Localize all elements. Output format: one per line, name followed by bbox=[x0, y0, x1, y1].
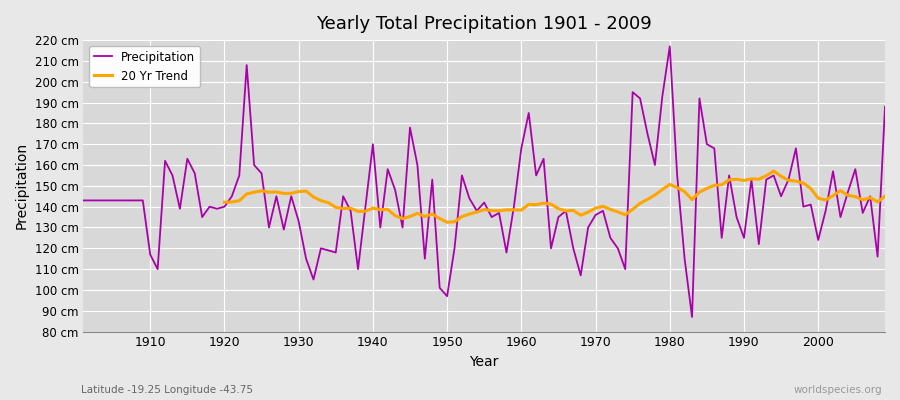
Precipitation bbox=[301, 256, 311, 261]
20 Yr Trend bbox=[687, 197, 698, 202]
Title: Yearly Total Precipitation 1901 - 2009: Yearly Total Precipitation 1901 - 2009 bbox=[316, 15, 652, 33]
Text: worldspecies.org: worldspecies.org bbox=[794, 385, 882, 395]
Text: Latitude -19.25 Longitude -43.75: Latitude -19.25 Longitude -43.75 bbox=[81, 385, 253, 395]
Line: 20 Yr Trend: 20 Yr Trend bbox=[224, 171, 885, 222]
20 Yr Trend bbox=[419, 214, 430, 219]
Precipitation bbox=[605, 236, 616, 240]
X-axis label: Year: Year bbox=[470, 355, 499, 369]
Legend: Precipitation, 20 Yr Trend: Precipitation, 20 Yr Trend bbox=[89, 46, 200, 87]
Y-axis label: Precipitation: Precipitation bbox=[15, 142, 29, 230]
Precipitation bbox=[516, 146, 526, 151]
20 Yr Trend bbox=[769, 169, 779, 174]
20 Yr Trend bbox=[783, 178, 794, 183]
Precipitation bbox=[78, 198, 89, 203]
Line: Precipitation: Precipitation bbox=[84, 46, 885, 317]
Precipitation bbox=[138, 198, 148, 203]
Precipitation bbox=[346, 208, 356, 213]
20 Yr Trend bbox=[865, 195, 876, 200]
Precipitation bbox=[687, 315, 698, 320]
20 Yr Trend bbox=[308, 194, 319, 199]
20 Yr Trend bbox=[442, 220, 453, 225]
Precipitation bbox=[664, 44, 675, 49]
20 Yr Trend bbox=[879, 194, 890, 199]
Precipitation bbox=[879, 104, 890, 109]
20 Yr Trend bbox=[219, 200, 230, 204]
20 Yr Trend bbox=[798, 181, 809, 186]
Precipitation bbox=[508, 204, 519, 209]
